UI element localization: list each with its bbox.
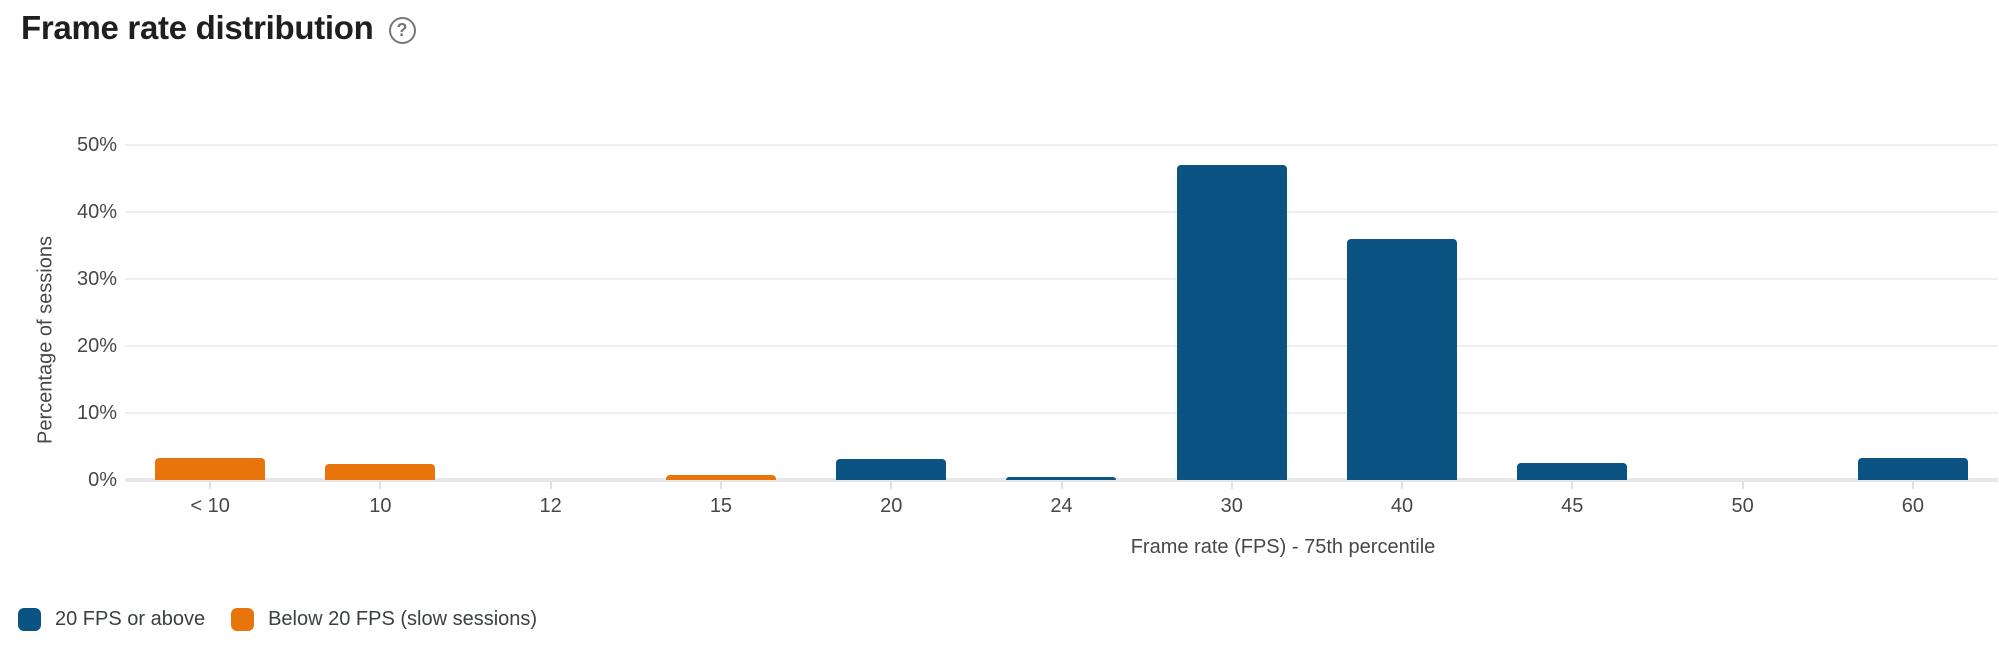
legend: 20 FPS or above Below 20 FPS (slow sessio… <box>18 607 537 631</box>
x-tick-label: 60 <box>1901 495 1924 517</box>
x-tick-label: 40 <box>1390 495 1414 517</box>
bar[interactable] <box>1517 462 1628 480</box>
y-tick-label: 40% <box>76 201 117 223</box>
y-tick-label: 50% <box>76 134 117 156</box>
x-tick-label: 50 <box>1731 495 1754 517</box>
x-tick-mark <box>1911 482 1914 489</box>
bar-column <box>1657 145 1827 480</box>
help-glyph: ? <box>396 20 408 40</box>
bar[interactable] <box>665 474 776 480</box>
bar-column <box>1147 145 1317 480</box>
x-axis-title: Frame rate (FPS) - 75th percentile <box>1130 536 1436 558</box>
x-tick-mark <box>549 482 552 489</box>
x-tick-label: 30 <box>1220 495 1243 517</box>
legend-item[interactable]: 20 FPS or above <box>18 607 205 631</box>
x-tick-mark <box>1571 482 1574 489</box>
y-axis-tick-labels: 0% 10% 20% 30% 40% 50% <box>0 0 117 661</box>
x-tick-label: 45 <box>1561 495 1584 517</box>
bar-column <box>466 145 636 480</box>
x-axis-tick-labels: < 10 10 12 15 20 24 30 40 45 50 60 <box>125 494 1998 520</box>
plot-area <box>125 144 1998 482</box>
x-tick-mark <box>890 482 893 489</box>
bar-column <box>1487 145 1657 480</box>
bar-column <box>806 145 976 480</box>
gridline <box>125 412 1998 414</box>
y-tick-label: 10% <box>76 402 117 424</box>
x-tick-mark <box>1401 482 1404 489</box>
gridline <box>125 144 1998 146</box>
x-tick-mark <box>209 482 212 489</box>
gridline <box>125 211 1998 213</box>
bar-column <box>1317 145 1487 480</box>
x-tick-mark <box>379 482 382 489</box>
bar[interactable] <box>155 457 266 480</box>
bar[interactable] <box>1347 238 1458 480</box>
legend-label: 20 FPS or above <box>55 608 206 630</box>
bar-column <box>125 145 295 480</box>
legend-swatch <box>231 607 255 631</box>
legend-swatch <box>18 607 41 631</box>
y-tick-label: 20% <box>76 335 117 357</box>
legend-label: Below 20 FPS (slow sessions) <box>268 608 538 630</box>
bar-column <box>295 145 465 480</box>
y-tick-label: 30% <box>76 268 117 290</box>
bar-column <box>1828 145 1998 480</box>
x-tick-label: 20 <box>880 495 903 517</box>
gridline <box>125 278 1998 280</box>
chart-header: Frame rate distribution ? <box>21 8 416 48</box>
bar-column <box>976 145 1146 480</box>
gridline <box>125 478 1998 482</box>
x-tick-mark <box>1741 482 1744 489</box>
x-tick-label: 10 <box>369 495 392 517</box>
x-tick-mark <box>1230 482 1233 489</box>
bar[interactable] <box>1176 165 1287 480</box>
x-tick-label: 15 <box>709 495 733 517</box>
gridline <box>125 345 1998 347</box>
x-tick-mark <box>1060 482 1063 489</box>
x-tick-label: 12 <box>539 495 562 517</box>
y-tick-label: 0% <box>88 469 117 491</box>
bar[interactable] <box>1857 457 1968 480</box>
help-icon[interactable]: ? <box>388 16 416 44</box>
legend-item[interactable]: Below 20 FPS (slow sessions) <box>231 607 537 631</box>
bar-column <box>636 145 806 480</box>
x-tick-label: 24 <box>1050 495 1073 517</box>
bar[interactable] <box>836 458 947 480</box>
x-tick-label: < 10 <box>190 495 230 517</box>
x-tick-mark <box>719 482 722 489</box>
bar[interactable] <box>325 463 436 480</box>
chart-title: Frame rate distribution <box>21 9 374 46</box>
bar[interactable] <box>1006 476 1117 480</box>
